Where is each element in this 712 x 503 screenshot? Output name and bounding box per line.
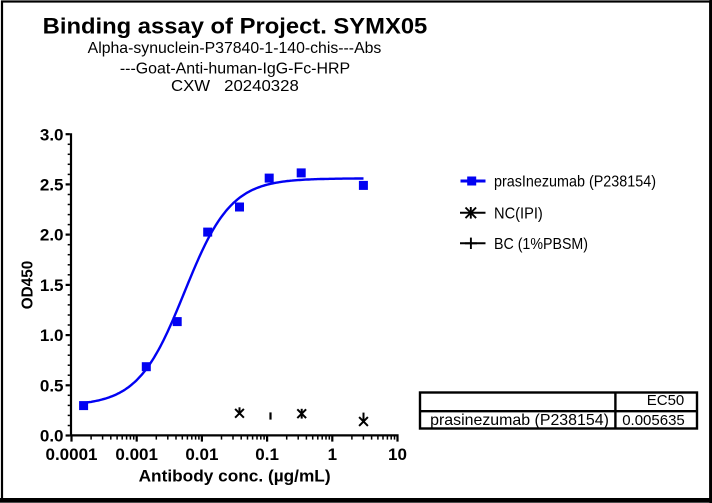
svg-text:0.0: 0.0 xyxy=(40,427,64,446)
svg-text:0.5: 0.5 xyxy=(40,376,64,395)
svg-text:BC (1%PBSM): BC (1%PBSM) xyxy=(494,236,588,253)
svg-text:1: 1 xyxy=(328,445,337,464)
svg-text:Alpha-synuclein-P37840-1-140-c: Alpha-synuclein-P37840-1-140-chis---Abs xyxy=(88,40,382,57)
svg-text:Antibody conc. (µg/mL): Antibody conc. (µg/mL) xyxy=(139,466,331,485)
svg-text:0.0001: 0.0001 xyxy=(46,445,98,464)
svg-text:0.1: 0.1 xyxy=(255,445,279,464)
svg-text:3.0: 3.0 xyxy=(40,125,64,144)
svg-text:OD450: OD450 xyxy=(19,261,36,309)
svg-text:2.0: 2.0 xyxy=(40,226,64,245)
svg-text:2.5: 2.5 xyxy=(40,176,64,195)
svg-text:10: 10 xyxy=(388,445,407,464)
svg-text:0.001: 0.001 xyxy=(115,445,158,464)
svg-text:prasinezumab (P238154): prasinezumab (P238154) xyxy=(430,412,609,429)
svg-text:0.005635: 0.005635 xyxy=(622,412,685,429)
svg-text:1.5: 1.5 xyxy=(40,276,64,295)
svg-text:prasInezumab (P238154): prasInezumab (P238154) xyxy=(494,173,656,190)
svg-text:---Goat-Anti-human-IgG-Fc-HRP: ---Goat-Anti-human-IgG-Fc-HRP xyxy=(120,61,350,78)
svg-text:CXW 20240328: CXW 20240328 xyxy=(171,78,299,95)
svg-text:0.01: 0.01 xyxy=(185,445,218,464)
svg-text:1.0: 1.0 xyxy=(40,326,64,345)
svg-text:EC50: EC50 xyxy=(647,392,685,409)
svg-text:Binding assay of Project. SYM: Binding assay of Project. SYMX05 xyxy=(43,13,428,38)
svg-text:NC(IPI): NC(IPI) xyxy=(494,206,543,223)
